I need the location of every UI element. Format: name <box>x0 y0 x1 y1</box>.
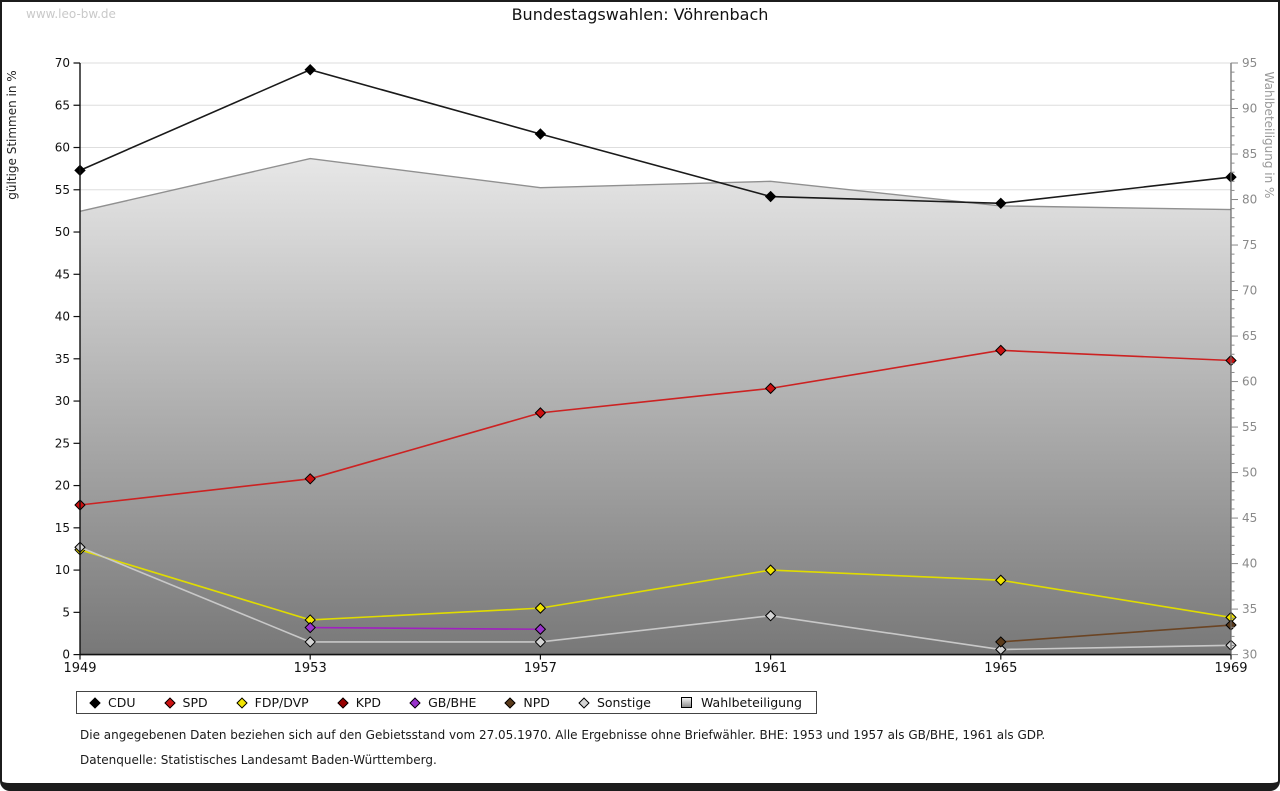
legend-label-wahlbeteiligung: Wahlbeteiligung <box>700 695 802 710</box>
svg-text:20: 20 <box>55 479 70 493</box>
legend-label-kpd: KPD <box>355 695 382 710</box>
legend-marker-npd-icon <box>504 696 517 709</box>
legend-item-sonstige: Sonstige <box>578 695 651 710</box>
legend-label-cdu: CDU <box>108 695 136 710</box>
svg-text:75: 75 <box>1242 238 1257 252</box>
legend-marker-sonstige-icon <box>578 696 590 709</box>
svg-text:15: 15 <box>55 521 70 535</box>
svg-text:80: 80 <box>1242 193 1257 207</box>
svg-text:1969: 1969 <box>1214 661 1247 676</box>
legend-marker-cdu-icon <box>89 696 101 709</box>
svg-text:25: 25 <box>55 436 70 450</box>
svg-text:10: 10 <box>55 563 70 577</box>
svg-text:55: 55 <box>55 183 70 197</box>
svg-text:60: 60 <box>55 141 70 155</box>
legend-marker-gb-bhe-icon <box>409 696 421 709</box>
svg-text:50: 50 <box>55 225 70 239</box>
svg-text:1957: 1957 <box>524 661 557 676</box>
svg-text:50: 50 <box>1242 466 1257 480</box>
svg-text:35: 35 <box>55 352 70 366</box>
legend-item-cdu: CDU <box>89 695 136 710</box>
svg-text:85: 85 <box>1242 147 1257 161</box>
legend-item-kpd: KPD <box>337 695 382 710</box>
svg-text:70: 70 <box>55 56 70 70</box>
legend-label-spd: SPD <box>182 695 208 710</box>
legend-item-gb-bhe: GB/BHE <box>409 695 477 710</box>
svg-text:65: 65 <box>55 98 70 112</box>
svg-text:90: 90 <box>1242 102 1257 116</box>
legend-label-fdp-dvp: FDP/DVP <box>254 695 309 710</box>
svg-text:60: 60 <box>1242 375 1257 389</box>
svg-text:45: 45 <box>1242 511 1257 525</box>
legend-marker-wahlbeteiligung-icon <box>680 697 692 708</box>
svg-text:40: 40 <box>55 310 70 324</box>
svg-text:55: 55 <box>1242 420 1257 434</box>
svg-text:1953: 1953 <box>294 661 327 676</box>
svg-text:1961: 1961 <box>754 661 787 676</box>
svg-text:gültige Stimmen in %: gültige Stimmen in % <box>5 70 19 199</box>
legend: CDU SPD FDP/DVP KPD GB/BHE NPD Sonstige Wahlbet… <box>76 691 817 714</box>
svg-text:45: 45 <box>55 267 70 281</box>
legend-marker-spd-icon <box>163 696 176 709</box>
footnote-gebietsstand: Die angegebenen Daten beziehen sich auf … <box>80 728 1046 742</box>
legend-marker-fdp-dvp-icon <box>235 696 248 709</box>
svg-text:40: 40 <box>1242 557 1257 571</box>
legend-item-npd: NPD <box>504 695 550 710</box>
svg-text:0: 0 <box>62 648 70 662</box>
svg-text:1949: 1949 <box>63 661 96 676</box>
footnote-datenquelle: Datenquelle: Statistisches Landesamt Bad… <box>80 753 437 767</box>
legend-label-gb-bhe: GB/BHE <box>428 695 477 710</box>
legend-label-sonstige: Sonstige <box>596 695 651 710</box>
legend-item-spd: SPD <box>163 695 208 710</box>
chart-canvas: 0 5 10 15 20 25 30 35 40 45 50 55 60 65 70 30 35 40 45 50 55… <box>2 2 1278 682</box>
svg-text:30: 30 <box>55 394 70 408</box>
legend-item-wahlbeteiligung: Wahlbeteiligung <box>680 695 802 710</box>
legend-marker-kpd-icon <box>337 696 349 709</box>
svg-text:95: 95 <box>1242 56 1257 70</box>
svg-text:65: 65 <box>1242 329 1257 343</box>
svg-text:70: 70 <box>1242 284 1257 298</box>
legend-label-npd: NPD <box>523 695 550 710</box>
svg-text:30: 30 <box>1242 648 1257 662</box>
svg-text:Wahlbeteiligung in %: Wahlbeteiligung in % <box>1262 72 1276 199</box>
svg-text:35: 35 <box>1242 602 1257 616</box>
watermark: www.leo-bw.de <box>26 7 116 21</box>
svg-text:5: 5 <box>62 605 70 619</box>
legend-item-fdp-dvp: FDP/DVP <box>235 695 309 710</box>
chart-title: Bundestagswahlen: Vöhrenbach <box>511 5 769 24</box>
svg-text:1965: 1965 <box>984 661 1017 676</box>
